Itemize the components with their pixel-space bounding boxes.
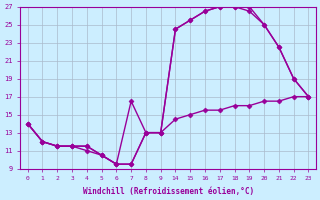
X-axis label: Windchill (Refroidissement éolien,°C): Windchill (Refroidissement éolien,°C) — [83, 187, 254, 196]
